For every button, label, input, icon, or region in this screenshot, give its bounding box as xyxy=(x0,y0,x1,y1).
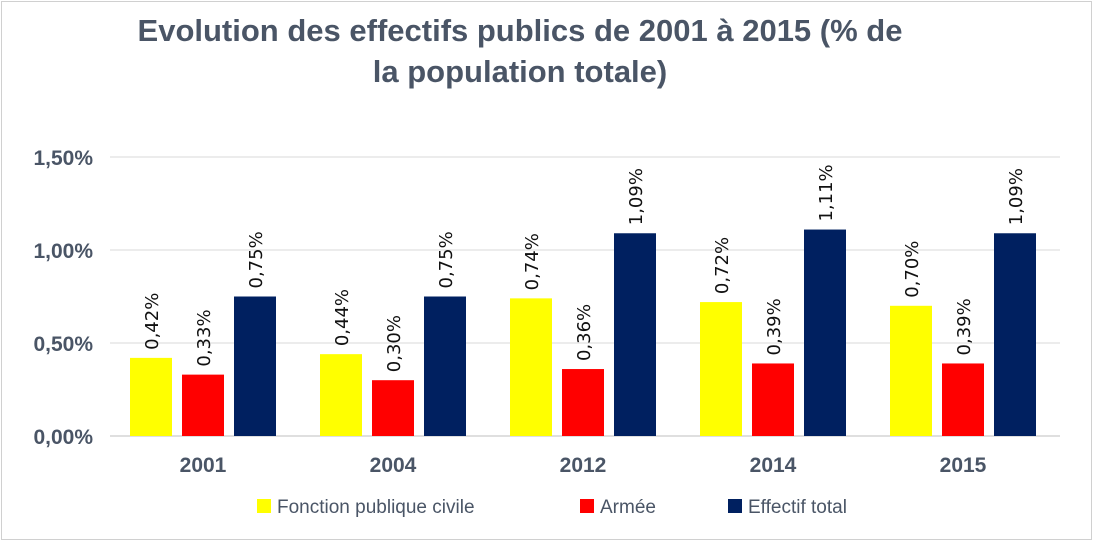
bar-effectif-total-2014 xyxy=(804,229,846,436)
data-label: 0,75% xyxy=(246,231,267,288)
bar-arm-e-2012 xyxy=(562,369,604,436)
legend: Fonction publique civile Armée Effectif to… xyxy=(257,497,847,518)
x-tick-label: 2012 xyxy=(560,454,607,477)
data-label: 0,39% xyxy=(954,298,975,355)
y-tick-label: 1,50% xyxy=(33,147,93,170)
data-label: 0,42% xyxy=(142,293,163,350)
bar-fonction-publique-civile-2004 xyxy=(320,354,362,436)
bar-fonction-publique-civile-2014 xyxy=(700,302,742,436)
data-label: 0,39% xyxy=(764,298,785,355)
bar-arm-e-2001 xyxy=(182,374,224,436)
legend-swatch xyxy=(580,499,594,513)
bar-fonction-publique-civile-2001 xyxy=(130,357,172,436)
bar-fonction-publique-civile-2012 xyxy=(510,298,552,436)
y-tick-label: 0,50% xyxy=(33,333,93,356)
chart-title: Evolution des effectifs publics de 2001 … xyxy=(137,13,903,89)
data-labels: 0,42% 0,33% 0,75% 0,44% 0,30% 0,75% 0,74% 0,36%… xyxy=(142,164,1027,372)
data-label: 0,33% xyxy=(194,309,215,366)
data-label: 0,30% xyxy=(384,315,405,372)
data-label: 0,70% xyxy=(902,241,923,298)
legend-swatch xyxy=(257,499,271,513)
data-label: 0,75% xyxy=(436,231,457,288)
data-label: 0,36% xyxy=(574,304,595,361)
bar-arm-e-2014 xyxy=(752,363,794,436)
data-label: 0,44% xyxy=(332,289,353,346)
legend-label: Armée xyxy=(600,497,656,518)
bar-effectif-total-2004 xyxy=(424,296,466,436)
y-tick-label: 0,00% xyxy=(33,426,93,449)
data-label: 1,09% xyxy=(1006,168,1027,225)
x-axis: 2001 2004 2012 2014 2015 xyxy=(180,454,987,477)
legend-label: Effectif total xyxy=(748,497,847,518)
x-tick-label: 2001 xyxy=(180,454,227,477)
data-label: 1,11% xyxy=(816,164,837,221)
bars xyxy=(130,229,1036,436)
bar-arm-e-2015 xyxy=(942,363,984,436)
bar-fonction-publique-civile-2015 xyxy=(890,305,932,436)
data-label: 0,74% xyxy=(522,233,543,290)
y-axis: 0,00% 0,50% 1,00% 1,50% xyxy=(33,147,93,449)
bar-effectif-total-2012 xyxy=(614,233,656,436)
bar-arm-e-2004 xyxy=(372,380,414,436)
x-tick-label: 2004 xyxy=(370,454,417,477)
x-tick-label: 2014 xyxy=(750,454,797,477)
x-tick-label: 2015 xyxy=(940,454,987,477)
bar-effectif-total-2015 xyxy=(994,233,1036,436)
legend-swatch xyxy=(728,499,742,513)
bar-effectif-total-2001 xyxy=(234,296,276,436)
data-label: 1,09% xyxy=(626,168,647,225)
y-tick-label: 1,00% xyxy=(33,240,93,263)
data-label: 0,72% xyxy=(712,237,733,294)
legend-label: Fonction publique civile xyxy=(277,497,475,518)
